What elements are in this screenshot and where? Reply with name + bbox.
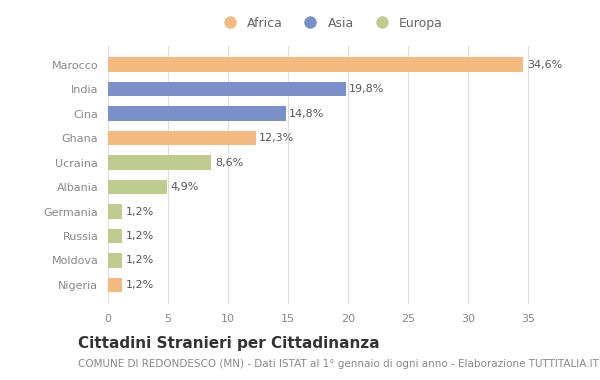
Text: 14,8%: 14,8% [289,109,325,119]
Text: 1,2%: 1,2% [126,231,154,241]
Bar [108,180,167,195]
Text: Cittadini Stranieri per Cittadinanza: Cittadini Stranieri per Cittadinanza [78,336,380,351]
Bar [108,277,122,292]
Legend: Africa, Asia, Europa: Africa, Asia, Europa [213,13,447,33]
Text: 1,2%: 1,2% [126,280,154,290]
Bar [108,106,286,121]
Text: 1,2%: 1,2% [126,255,154,266]
Text: 19,8%: 19,8% [349,84,385,94]
Text: 12,3%: 12,3% [259,133,295,143]
Text: 1,2%: 1,2% [126,206,154,217]
Bar [108,229,122,243]
Bar [108,253,122,268]
Bar [108,82,346,97]
Bar [108,155,211,170]
Bar [108,204,122,219]
Bar [108,131,256,146]
Text: 8,6%: 8,6% [215,158,243,168]
Text: COMUNE DI REDONDESCO (MN) - Dati ISTAT al 1° gennaio di ogni anno - Elaborazione: COMUNE DI REDONDESCO (MN) - Dati ISTAT a… [78,359,599,369]
Bar [108,57,523,72]
Text: 34,6%: 34,6% [527,60,562,70]
Text: 4,9%: 4,9% [170,182,199,192]
